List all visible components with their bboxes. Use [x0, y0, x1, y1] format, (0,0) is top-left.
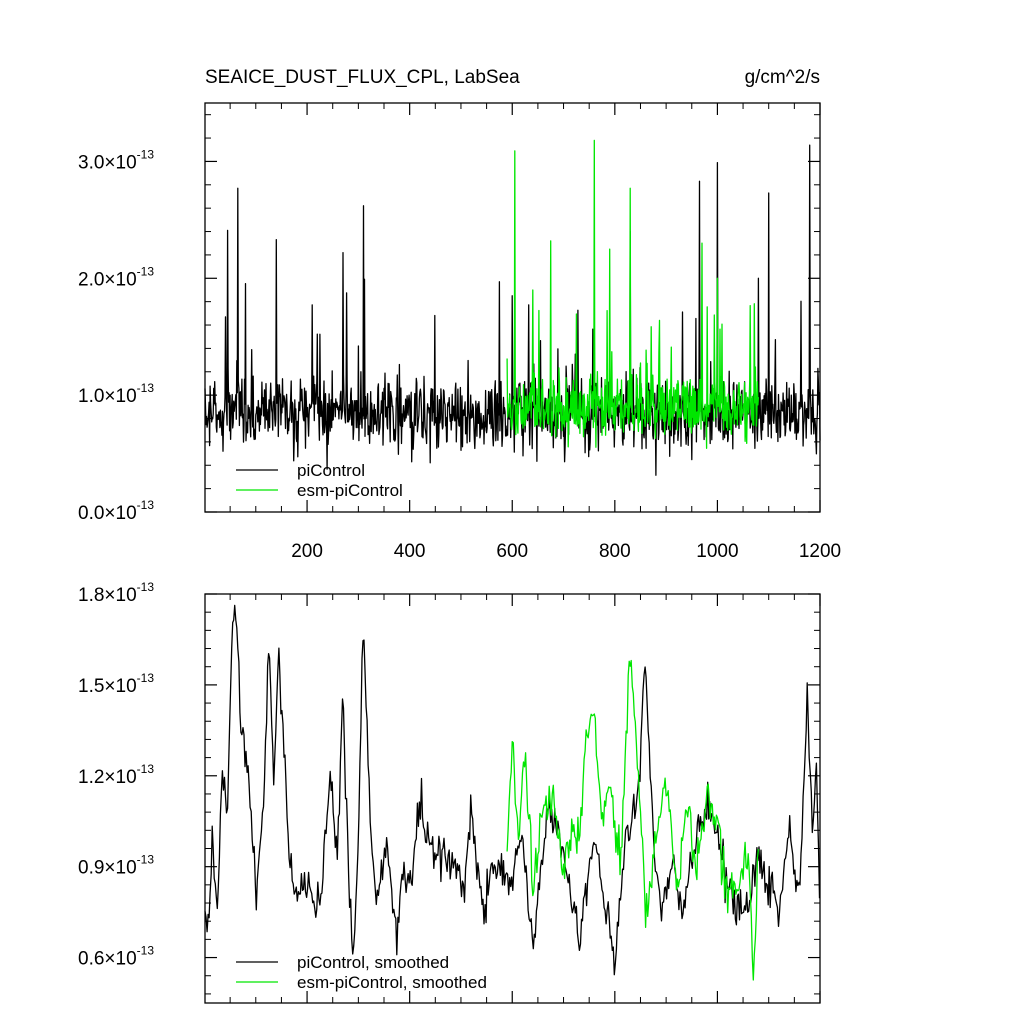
y-tick-label: 3.0×10-13 — [78, 147, 154, 173]
x-tick-label: 600 — [496, 541, 528, 562]
legend: piControl esm-piControl — [236, 461, 403, 500]
panel-raw: 200 400 600 800 1000 1200 0.0×10-13 1.0×10-13 2.… — [78, 102, 841, 562]
y-tick-label: 2.0×10-13 — [78, 264, 154, 290]
y-tick-label: 1.0×10-13 — [78, 381, 154, 407]
plot-frame — [204, 102, 821, 513]
legend-label-esm-picontrol-smoothed: esm-piControl, smoothed — [297, 973, 487, 992]
series-layer — [204, 604, 821, 981]
series-line-esm-picontrol-smoothed — [506, 659, 760, 981]
y-tick-label: 1.8×10-13 — [78, 580, 154, 606]
y-tick-label: 1.2×10-13 — [78, 762, 154, 788]
x-tick-label: 1200 — [799, 541, 841, 562]
units-label: g/cm^2/s — [745, 67, 820, 88]
x-tick-label: 1000 — [696, 541, 738, 562]
plot-frame — [204, 593, 821, 1004]
legend-label-esm-picontrol: esm-piControl — [297, 481, 403, 500]
panel-smoothed: 0.6×10-13 0.9×10-13 1.2×10-13 1.5×10-13 1.8×… — [78, 580, 821, 1004]
legend: piControl, smoothed esm-piControl, smoot… — [236, 953, 487, 992]
y-tick-label: 1.5×10-13 — [78, 671, 154, 697]
x-tick-label: 800 — [599, 541, 631, 562]
series-line-esm-picontrol — [506, 139, 760, 449]
legend-label-picontrol: piControl — [297, 461, 365, 480]
y-tick-label: 0.0×10-13 — [78, 498, 154, 524]
x-tick-label: 200 — [291, 541, 323, 562]
series-line-picontrol-smoothed — [204, 604, 821, 976]
tick-layer: 200 400 600 800 1000 1200 0.0×10-13 1.0×10-13 2.… — [78, 103, 841, 562]
series-line-picontrol — [204, 144, 821, 476]
legend-label-picontrol-smoothed: piControl, smoothed — [297, 953, 449, 972]
y-tick-label: 0.6×10-13 — [78, 944, 154, 970]
y-tick-label: 0.9×10-13 — [78, 853, 154, 879]
x-tick-label: 400 — [394, 541, 426, 562]
tick-layer: 0.6×10-13 0.9×10-13 1.2×10-13 1.5×10-13 1.8×… — [78, 580, 821, 1003]
chart-title: SEAICE_DUST_FLUX_CPL, LabSea — [205, 67, 520, 88]
series-layer — [204, 139, 821, 476]
